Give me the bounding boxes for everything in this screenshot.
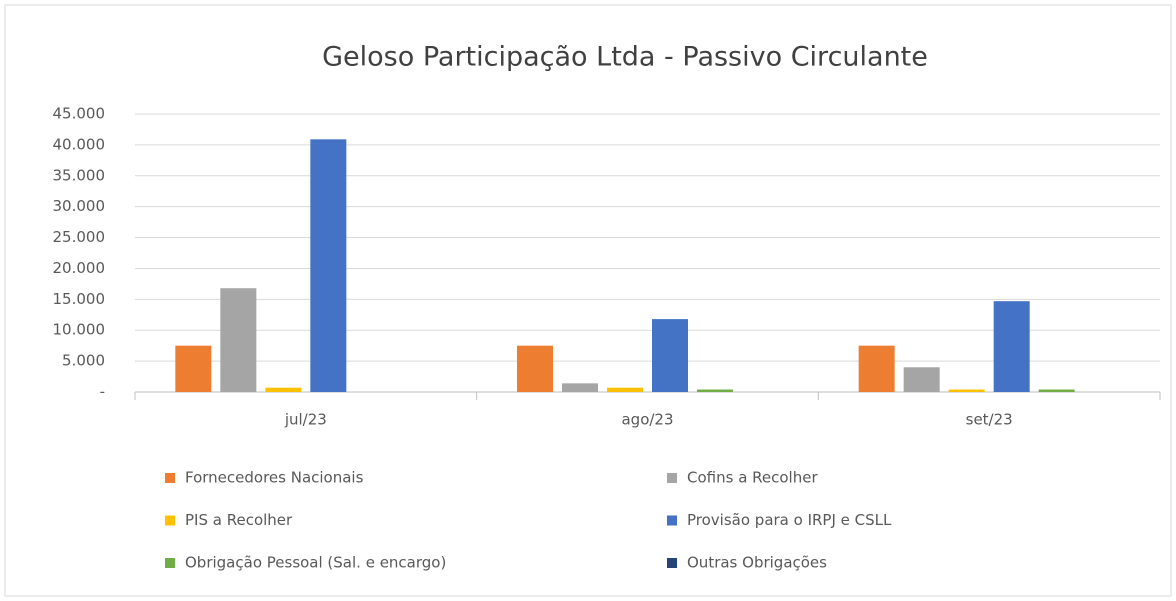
x-tick-label: set/23 [966, 411, 1013, 429]
legend-swatch [667, 558, 677, 568]
x-tick-label: ago/23 [621, 411, 673, 429]
y-tick-label: 20.000 [53, 259, 106, 277]
legend-label: Obrigação Pessoal (Sal. e encargo) [185, 554, 446, 572]
y-tick-label: - [100, 383, 105, 401]
bar [903, 367, 940, 392]
bar [607, 387, 643, 392]
bar [265, 387, 302, 392]
legend-swatch [165, 515, 175, 526]
bar [1038, 389, 1075, 392]
y-tick-label: 45.000 [53, 105, 106, 123]
y-tick-label: 5.000 [62, 352, 105, 370]
bar [697, 389, 733, 392]
y-tick-label: 10.000 [53, 321, 106, 339]
y-tick-label: 25.000 [53, 228, 106, 246]
legend-swatch [165, 558, 175, 568]
legend-label: Provisão para o IRPJ e CSLL [687, 511, 892, 529]
bar [993, 301, 1030, 392]
chart-title: Geloso Participação Ltda - Passivo Circu… [322, 42, 928, 73]
bar [310, 139, 347, 392]
bar [562, 383, 598, 392]
bar [652, 319, 688, 392]
y-tick-label: 15.000 [53, 290, 106, 308]
legend-label: Fornecedores Nacionais [185, 469, 364, 487]
y-tick-label: 35.000 [53, 166, 106, 184]
legend-label: Cofins a Recolher [687, 469, 818, 487]
bar [175, 345, 212, 392]
chart-frame [4, 4, 1172, 597]
legend-label: Outras Obrigações [687, 554, 827, 572]
legend-swatch [667, 473, 677, 483]
bar [517, 345, 553, 392]
bar [220, 288, 257, 392]
legend-swatch [667, 515, 677, 526]
y-tick-label: 40.000 [53, 135, 106, 153]
bar [948, 389, 985, 392]
legend-swatch [165, 473, 175, 483]
bar [858, 345, 895, 392]
x-tick-label: jul/23 [284, 411, 327, 429]
legend-label: PIS a Recolher [185, 511, 293, 529]
y-tick-label: 30.000 [53, 197, 106, 215]
